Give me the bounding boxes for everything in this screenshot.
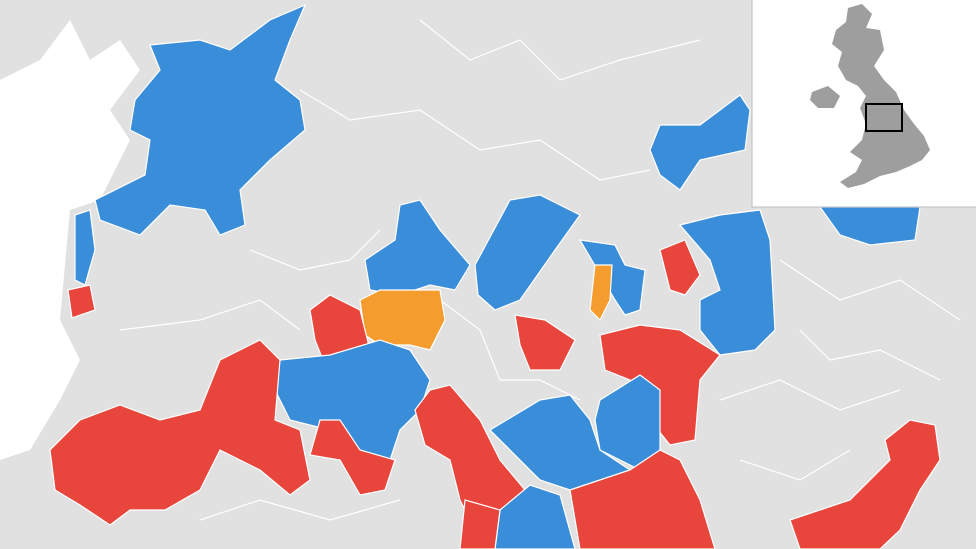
boundary — [419, 19, 961, 321]
region-blue — [364, 199, 471, 296]
boundary — [199, 379, 901, 521]
inset-map — [751, 0, 976, 208]
great-britain — [832, 4, 930, 188]
region-blue — [274, 339, 431, 461]
region-orange — [359, 289, 446, 351]
northern-ireland — [810, 86, 840, 108]
region-blue — [474, 194, 581, 311]
region-red — [659, 239, 701, 296]
boundary — [439, 299, 941, 401]
region-red — [67, 284, 96, 319]
region-blue — [94, 3, 307, 236]
region-red — [309, 419, 396, 496]
boundaries — [119, 19, 961, 521]
region-red — [514, 314, 576, 371]
sea — [0, 20, 140, 460]
region-blue — [649, 94, 751, 191]
region-red — [789, 419, 941, 549]
region-blue — [578, 239, 646, 316]
inset-highlight — [865, 103, 903, 132]
region-red — [49, 339, 311, 526]
region-red — [569, 449, 716, 549]
region-blue — [74, 209, 96, 286]
region-orange — [589, 264, 613, 322]
region-red — [599, 324, 721, 446]
boundary — [119, 229, 381, 331]
constituencies — [49, 3, 941, 549]
boundary — [299, 89, 651, 181]
region-red — [459, 499, 501, 549]
region-blue — [678, 209, 776, 356]
